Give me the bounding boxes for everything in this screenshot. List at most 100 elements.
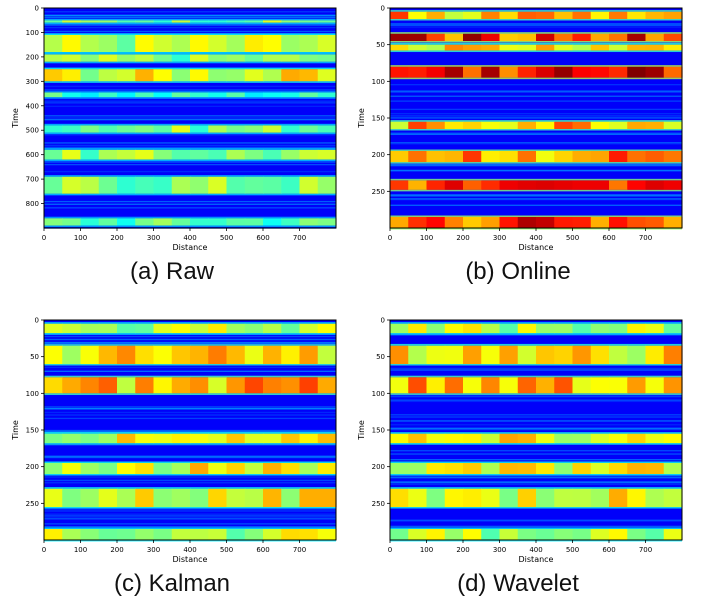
noise-streak [44, 342, 336, 345]
noise-streak [390, 453, 682, 455]
noise-streak [390, 369, 682, 371]
noise-streak [390, 24, 682, 26]
x-tick-label: 600 [602, 546, 615, 554]
noise-streak [44, 444, 336, 446]
y-tick-label: 100 [26, 390, 39, 398]
noise-streak [390, 83, 682, 86]
y-tick-label: 150 [372, 115, 385, 123]
heatmap-band [44, 18, 337, 25]
caption-kalman: (c) Kalman [113, 570, 231, 597]
x-tick-label: 500 [566, 234, 579, 242]
noise-streak [390, 481, 682, 484]
noise-streak [390, 195, 682, 197]
x-tick-label: 300 [147, 234, 160, 242]
noise-streak [390, 91, 682, 93]
noise-streak [390, 90, 682, 92]
noise-streak [390, 198, 682, 200]
x-axis-label: Distance [173, 555, 208, 564]
noise-streak [44, 115, 336, 117]
noise-streak [390, 163, 682, 165]
noise-streak [44, 517, 336, 519]
x-tick-label: 500 [220, 234, 233, 242]
x-tick-label: 0 [42, 234, 46, 242]
heatmap-band [390, 43, 683, 53]
noise-streak [390, 450, 682, 452]
x-tick-label: 100 [74, 234, 87, 242]
noise-streak [44, 26, 336, 29]
x-tick-label: 100 [420, 234, 433, 242]
noise-streak [390, 132, 682, 134]
x-tick-label: 400 [529, 546, 542, 554]
noise-streak [390, 194, 682, 196]
noise-streak [390, 428, 682, 430]
x-tick-label: 200 [110, 234, 123, 242]
heatmap-band [390, 178, 683, 192]
noise-streak [390, 204, 682, 206]
heatmap-band [44, 322, 337, 335]
noise-streak [44, 431, 336, 433]
noise-streak [44, 407, 336, 410]
noise-streak [44, 163, 336, 166]
noise-streak [390, 170, 682, 172]
noise-streak [44, 406, 336, 408]
noise-streak [390, 525, 682, 528]
noise-streak [44, 144, 336, 147]
caption-wavelet: (d) Wavelet [457, 570, 579, 597]
x-tick-label: 0 [388, 234, 392, 242]
y-axis-label: Time [357, 420, 366, 441]
noise-streak [44, 24, 336, 26]
noise-streak [44, 341, 336, 344]
x-tick-label: 300 [493, 234, 506, 242]
heatmap-band [44, 461, 337, 476]
noise-streak [44, 85, 336, 88]
noise-streak [390, 23, 682, 25]
noise-streak [390, 334, 682, 336]
heatmap-band [44, 90, 337, 99]
noise-streak [44, 16, 336, 18]
y-tick-label: 700 [26, 176, 39, 184]
x-tick-label: 400 [183, 234, 196, 242]
x-tick-label: 200 [110, 546, 123, 554]
noise-streak [44, 335, 336, 338]
heatmap-band [44, 432, 337, 445]
noise-streak [44, 203, 336, 205]
heatmap-band [390, 527, 683, 542]
noise-streak [390, 477, 682, 479]
y-tick-label: 50 [30, 353, 39, 361]
noise-streak [390, 367, 682, 370]
noise-streak [44, 518, 336, 520]
x-axis-label: Distance [519, 243, 554, 252]
x-tick-label: 500 [566, 546, 579, 554]
x-tick-label: 200 [456, 546, 469, 554]
heatmap-band [390, 344, 683, 366]
y-tick-label: 0 [381, 5, 385, 13]
noise-streak [390, 420, 682, 422]
heatmap-band [44, 216, 337, 228]
y-tick-label: 250 [372, 188, 385, 196]
x-tick-label: 700 [639, 546, 652, 554]
noise-streak [44, 338, 336, 341]
heatmap-band [44, 175, 337, 196]
panel-wavelet: 0 100 200 300 400 500 600 700 0 50 100 150 200 250 Dis… [348, 317, 688, 608]
x-axis-label: Distance [173, 243, 208, 252]
noise-streak [390, 394, 682, 396]
noise-streak [390, 26, 682, 28]
noise-streak [44, 370, 336, 372]
noise-streak [44, 100, 336, 102]
heatmap-band [44, 527, 337, 542]
y-tick-label: 100 [26, 29, 39, 37]
noise-streak [390, 112, 682, 115]
noise-streak [44, 200, 336, 203]
heatmap-band [390, 461, 683, 476]
y-tick-label: 150 [26, 427, 39, 435]
noise-streak [390, 117, 682, 119]
noise-streak [390, 395, 682, 398]
y-tick-label: 500 [26, 127, 39, 135]
panel-raw: 0 100 200 300 400 500 600 700 0 100 200 300 400 500 60… [2, 5, 342, 296]
heatmap-band [390, 10, 683, 21]
noise-streak [44, 411, 336, 414]
x-tick-label: 700 [293, 234, 306, 242]
noise-streak [390, 414, 682, 416]
noise-streak [44, 14, 336, 17]
y-tick-label: 200 [26, 463, 39, 471]
